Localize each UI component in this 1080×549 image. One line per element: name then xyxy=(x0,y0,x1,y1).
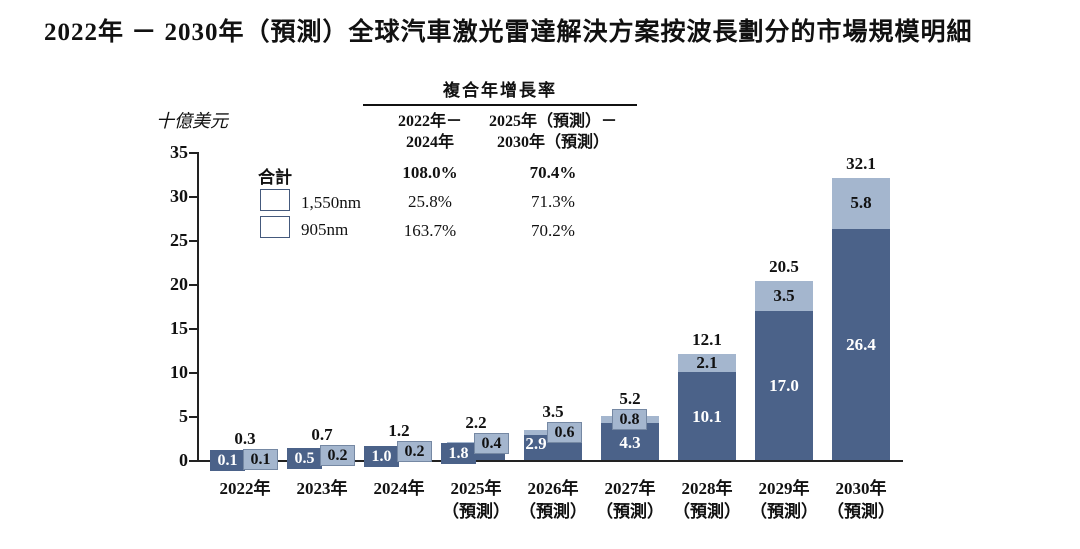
legend-label-1550nm: 1,550nm xyxy=(301,193,361,212)
y-tick-mark xyxy=(189,416,198,418)
x-tick-label: 2029年 （預測） xyxy=(750,479,818,521)
bar-total-label: 12.1 xyxy=(692,329,722,349)
bar-total-label: 1.2 xyxy=(388,420,410,440)
cagr-table-title: 複合年增長率 xyxy=(443,81,557,100)
bar-value-905nm: 0.5 xyxy=(287,448,322,470)
bar-total-label: 2.2 xyxy=(465,412,487,432)
y-tick-label: 10 xyxy=(170,362,188,382)
bar-value-1550nm: 0.2 xyxy=(397,440,432,462)
bar-value-1550nm: 5.8 xyxy=(850,193,872,213)
x-tick-label: 2023年 xyxy=(296,479,348,498)
cagr-value-total-2: 70.4% xyxy=(529,163,577,182)
cagr-value-1550nm-1: 25.8% xyxy=(408,192,452,211)
bar-segment-1550nm xyxy=(678,353,736,373)
x-tick-label: 2026年 （預測） xyxy=(519,479,587,521)
y-axis-line xyxy=(197,152,199,462)
x-tick-label: 2025年 （預測） xyxy=(442,479,510,521)
y-tick-label: 5 xyxy=(179,406,188,426)
y-tick-label: 35 xyxy=(170,142,188,162)
cagr-col-header-2: 2025年（預測）－ 2030年（預測） xyxy=(488,113,617,151)
bar-segment-1550nm xyxy=(755,280,813,312)
bar-value-905nm: 4.3 xyxy=(619,433,641,453)
y-tick-mark xyxy=(189,240,198,242)
legend-label-905nm: 905nm xyxy=(301,220,349,239)
page-title: 2022年 － 2030年（預測）全球汽車激光雷達解決方案按波長劃分的市場規模明… xyxy=(44,19,973,46)
x-tick-label: 2027年 （預測） xyxy=(596,479,664,521)
cagr-col-header-1: 2022年－ 2024年 xyxy=(397,113,462,151)
bar-value-905nm: 10.1 xyxy=(692,406,722,426)
bar-value-1550nm: 3.5 xyxy=(773,286,795,305)
legend-swatch-1550nm xyxy=(260,189,290,211)
bar-value-905nm: 26.4 xyxy=(846,334,876,354)
bar-value-905nm: 17.0 xyxy=(769,376,799,396)
cagr-header-rule xyxy=(363,104,637,106)
bar-segment-905nm xyxy=(832,228,890,461)
bar-segment-1550nm xyxy=(832,177,890,229)
y-tick-label: 30 xyxy=(170,186,188,206)
x-tick-label: 2022年 xyxy=(219,479,271,498)
y-tick-label: 0 xyxy=(179,450,188,470)
cagr-value-905nm-1: 163.7% xyxy=(403,221,457,240)
bar-value-1550nm: 0.8 xyxy=(612,409,647,431)
y-tick-mark xyxy=(189,328,198,330)
bar-value-905nm: 1.8 xyxy=(441,442,476,464)
cagr-value-total-1: 108.0% xyxy=(402,163,458,182)
bar-segment-905nm xyxy=(755,311,813,461)
y-tick-mark xyxy=(189,284,198,286)
bar-total-label: 0.3 xyxy=(234,429,256,449)
bar-total-label: 0.7 xyxy=(311,425,333,445)
bar-segment-905nm xyxy=(678,372,736,461)
y-tick-label: 25 xyxy=(170,230,188,250)
legend-swatch-905nm xyxy=(260,216,290,238)
bar-value-905nm: 1.0 xyxy=(364,446,399,468)
bar-value-1550nm: 0.2 xyxy=(320,445,355,467)
x-axis-line xyxy=(197,460,903,462)
y-tick-mark xyxy=(189,152,198,154)
y-axis-unit-label: 十億美元 xyxy=(156,111,228,131)
y-tick-label: 15 xyxy=(170,318,188,338)
cagr-value-905nm-2: 70.2% xyxy=(531,221,575,240)
y-tick-mark xyxy=(189,460,198,462)
bar-value-905nm: 2.9 xyxy=(525,434,547,454)
x-tick-label: 2024年 xyxy=(373,479,425,498)
y-tick-mark xyxy=(189,372,198,374)
bar-total-label: 5.2 xyxy=(619,389,641,409)
bar-value-905nm: 0.1 xyxy=(210,450,245,472)
bar-total-label: 3.5 xyxy=(542,402,564,422)
legend-total-label: 合計 xyxy=(258,168,292,187)
bar-value-1550nm: 0.4 xyxy=(474,432,509,454)
bar-value-1550nm: 0.6 xyxy=(547,422,582,444)
cagr-value-1550nm-2: 71.3% xyxy=(531,192,575,211)
x-tick-label: 2028年 （預測） xyxy=(673,479,741,521)
x-tick-label: 2030年 （預測） xyxy=(827,479,895,521)
bar-total-label: 32.1 xyxy=(846,153,876,173)
y-tick-label: 20 xyxy=(170,274,188,294)
bar-value-1550nm: 0.1 xyxy=(243,449,278,471)
bar-total-label: 20.5 xyxy=(769,256,799,276)
y-tick-mark xyxy=(189,196,198,198)
bar-value-1550nm: 2.1 xyxy=(696,352,718,372)
